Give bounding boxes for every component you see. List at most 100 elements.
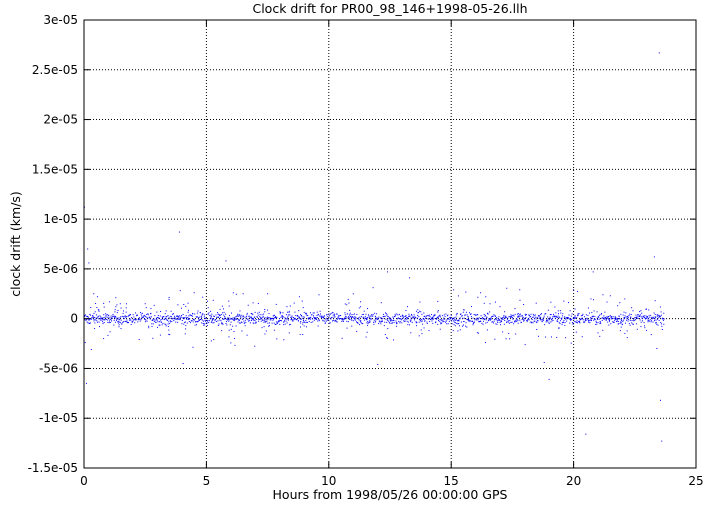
data-point [84, 319, 86, 321]
data-point [512, 314, 514, 316]
data-point [244, 316, 246, 318]
data-point [372, 313, 374, 315]
data-point [328, 313, 330, 315]
data-point [461, 315, 463, 317]
data-point [499, 324, 501, 326]
data-point [197, 320, 199, 322]
data-point [445, 320, 447, 322]
data-point [114, 321, 116, 323]
data-point [117, 317, 119, 319]
data-point [252, 318, 254, 320]
data-point [607, 317, 609, 319]
data-point [410, 320, 412, 322]
data-point [593, 299, 595, 301]
data-point [396, 313, 398, 315]
data-point [263, 321, 265, 323]
data-point [133, 319, 135, 321]
data-point [531, 319, 533, 321]
data-point [528, 314, 530, 316]
data-point [187, 317, 189, 319]
data-point [336, 321, 338, 323]
data-point [501, 321, 503, 323]
data-point [126, 316, 128, 318]
data-point [538, 335, 540, 337]
data-point [452, 317, 454, 319]
data-point [121, 323, 123, 325]
data-point [112, 315, 114, 317]
data-point [443, 314, 445, 316]
data-point [378, 323, 380, 325]
data-point [346, 327, 348, 329]
data-point [650, 334, 652, 336]
data-point [90, 314, 92, 316]
data-point [258, 319, 260, 321]
data-point [434, 322, 436, 324]
data-point [321, 315, 323, 317]
data-point [195, 321, 197, 323]
data-point [526, 321, 528, 323]
data-point [360, 321, 362, 323]
data-point [644, 317, 646, 319]
data-point [589, 319, 591, 321]
data-point [128, 314, 130, 316]
data-point [605, 319, 607, 321]
data-point [96, 320, 98, 322]
data-point [264, 308, 266, 310]
y-tick-label: -1.5e-05 [28, 461, 78, 475]
data-point [374, 312, 376, 314]
data-point [571, 313, 573, 315]
chart-title: Clock drift for PR00_98_146+1998-05-26.l… [252, 1, 527, 16]
data-point [120, 319, 122, 321]
data-point [322, 319, 324, 321]
data-point [243, 320, 245, 322]
data-point [360, 306, 362, 308]
data-point [468, 320, 470, 322]
data-point [630, 313, 632, 315]
data-point [513, 315, 515, 317]
data-point [608, 318, 610, 320]
data-point [172, 317, 174, 319]
data-point [272, 318, 274, 320]
data-point [130, 323, 132, 325]
data-point [179, 315, 181, 317]
data-point [334, 316, 336, 318]
data-point [372, 287, 374, 289]
data-point [467, 315, 469, 317]
data-point [325, 322, 327, 324]
data-point [125, 303, 127, 305]
data-point [163, 316, 165, 318]
data-point [389, 322, 391, 324]
data-point [232, 317, 234, 319]
data-point [582, 313, 584, 315]
data-point [628, 315, 630, 317]
data-point [107, 319, 109, 321]
y-tick-label: 2e-05 [43, 113, 78, 127]
data-point [437, 310, 439, 312]
data-point [313, 317, 315, 319]
data-point [494, 315, 496, 317]
data-point [633, 319, 635, 321]
data-point [559, 310, 561, 312]
data-point [636, 317, 638, 319]
data-point [495, 323, 497, 325]
data-point [437, 323, 439, 325]
data-point [221, 305, 223, 307]
data-point [558, 313, 560, 315]
data-point [185, 328, 187, 330]
data-point [144, 303, 146, 305]
data-point [150, 316, 152, 318]
data-point [105, 318, 107, 320]
data-point [201, 314, 203, 316]
x-tick-label: 0 [80, 474, 88, 488]
data-point [377, 317, 379, 319]
data-point [201, 316, 203, 318]
data-point [379, 321, 381, 323]
data-point [498, 316, 500, 318]
data-point [159, 334, 161, 336]
data-point [210, 321, 212, 323]
data-point [266, 321, 268, 323]
data-point [346, 304, 348, 306]
data-point [343, 318, 345, 320]
data-point [619, 322, 621, 324]
data-point [497, 322, 499, 323]
